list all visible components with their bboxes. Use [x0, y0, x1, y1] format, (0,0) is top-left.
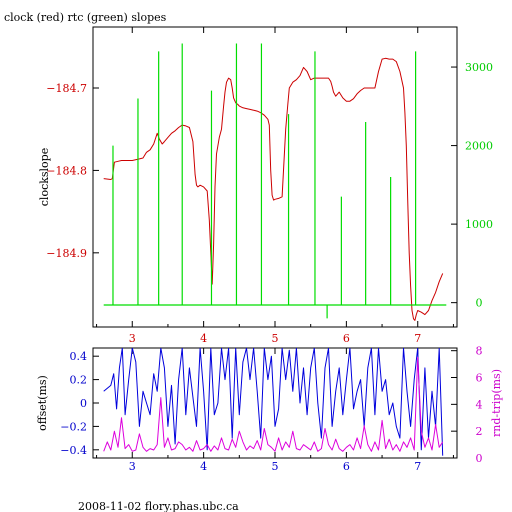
y-tick-label: −184.8 [46, 164, 87, 177]
footer-label: 2008-11-02 flory.phas.ubc.ca [78, 500, 239, 512]
x-tick-label: 5 [272, 460, 279, 473]
offset-panel: 3 4 5 6 7 0.4 0.2 0 −0.2 −0.4 0 2 4 6 8 offset(ms) rnd-t… [36, 345, 503, 473]
x-tick-label: 6 [343, 332, 350, 345]
y-tick-label: 0.2 [70, 374, 88, 387]
y2-tick-label: 0 [476, 452, 483, 465]
y-tick-label: −0.4 [60, 444, 87, 457]
x-tick-label: 7 [414, 332, 421, 345]
y-tick-label: −184.7 [46, 82, 87, 95]
y-tick-label: 0.4 [70, 350, 88, 363]
y2-tick-label: 4 [476, 398, 483, 411]
slopes-panel: 3 4 5 6 7 −184.7 −184.8 −184.9 0 1000 2000 3000 cloc… [38, 26, 493, 345]
y2-tick-label: 1000 [465, 218, 493, 231]
x-tick-label: 4 [200, 460, 207, 473]
chart-title: clock (red) rtc (green) slopes [4, 11, 167, 24]
rnd-trip-line [103, 356, 444, 452]
x-tick-label: 6 [343, 460, 350, 473]
y-axis-label: clockslope [38, 148, 51, 206]
y2-tick-label: 8 [476, 345, 483, 358]
y2-tick-label: 6 [476, 372, 483, 385]
y-tick-label: −184.9 [46, 247, 87, 260]
x-tick-label: 3 [129, 332, 136, 345]
y2-tick-label: 0 [476, 297, 483, 310]
x-tick-label: 4 [200, 332, 207, 345]
data-layer [103, 348, 444, 456]
y2-axis-label: rnd-trip(ms) [490, 369, 503, 437]
y2-tick-label: 2 [476, 425, 483, 438]
y2-tick-label: 3000 [465, 61, 493, 74]
plots-layer: 3 4 5 6 7 −184.7 −184.8 −184.9 0 1000 2000 3000 cloc… [36, 26, 503, 473]
y-tick-label: −0.2 [60, 420, 87, 433]
y2-tick-label: 2000 [465, 140, 493, 153]
y-tick-label: 0 [80, 397, 87, 410]
x-tick-label: 7 [414, 460, 421, 473]
data-layer [103, 43, 447, 321]
plot-frame [92, 26, 458, 328]
clock-line [103, 57, 444, 321]
x-tick-label: 3 [129, 460, 136, 473]
offset-line [103, 348, 444, 456]
y-axis-label: offset(ms) [36, 375, 49, 431]
x-tick-label: 5 [272, 332, 279, 345]
